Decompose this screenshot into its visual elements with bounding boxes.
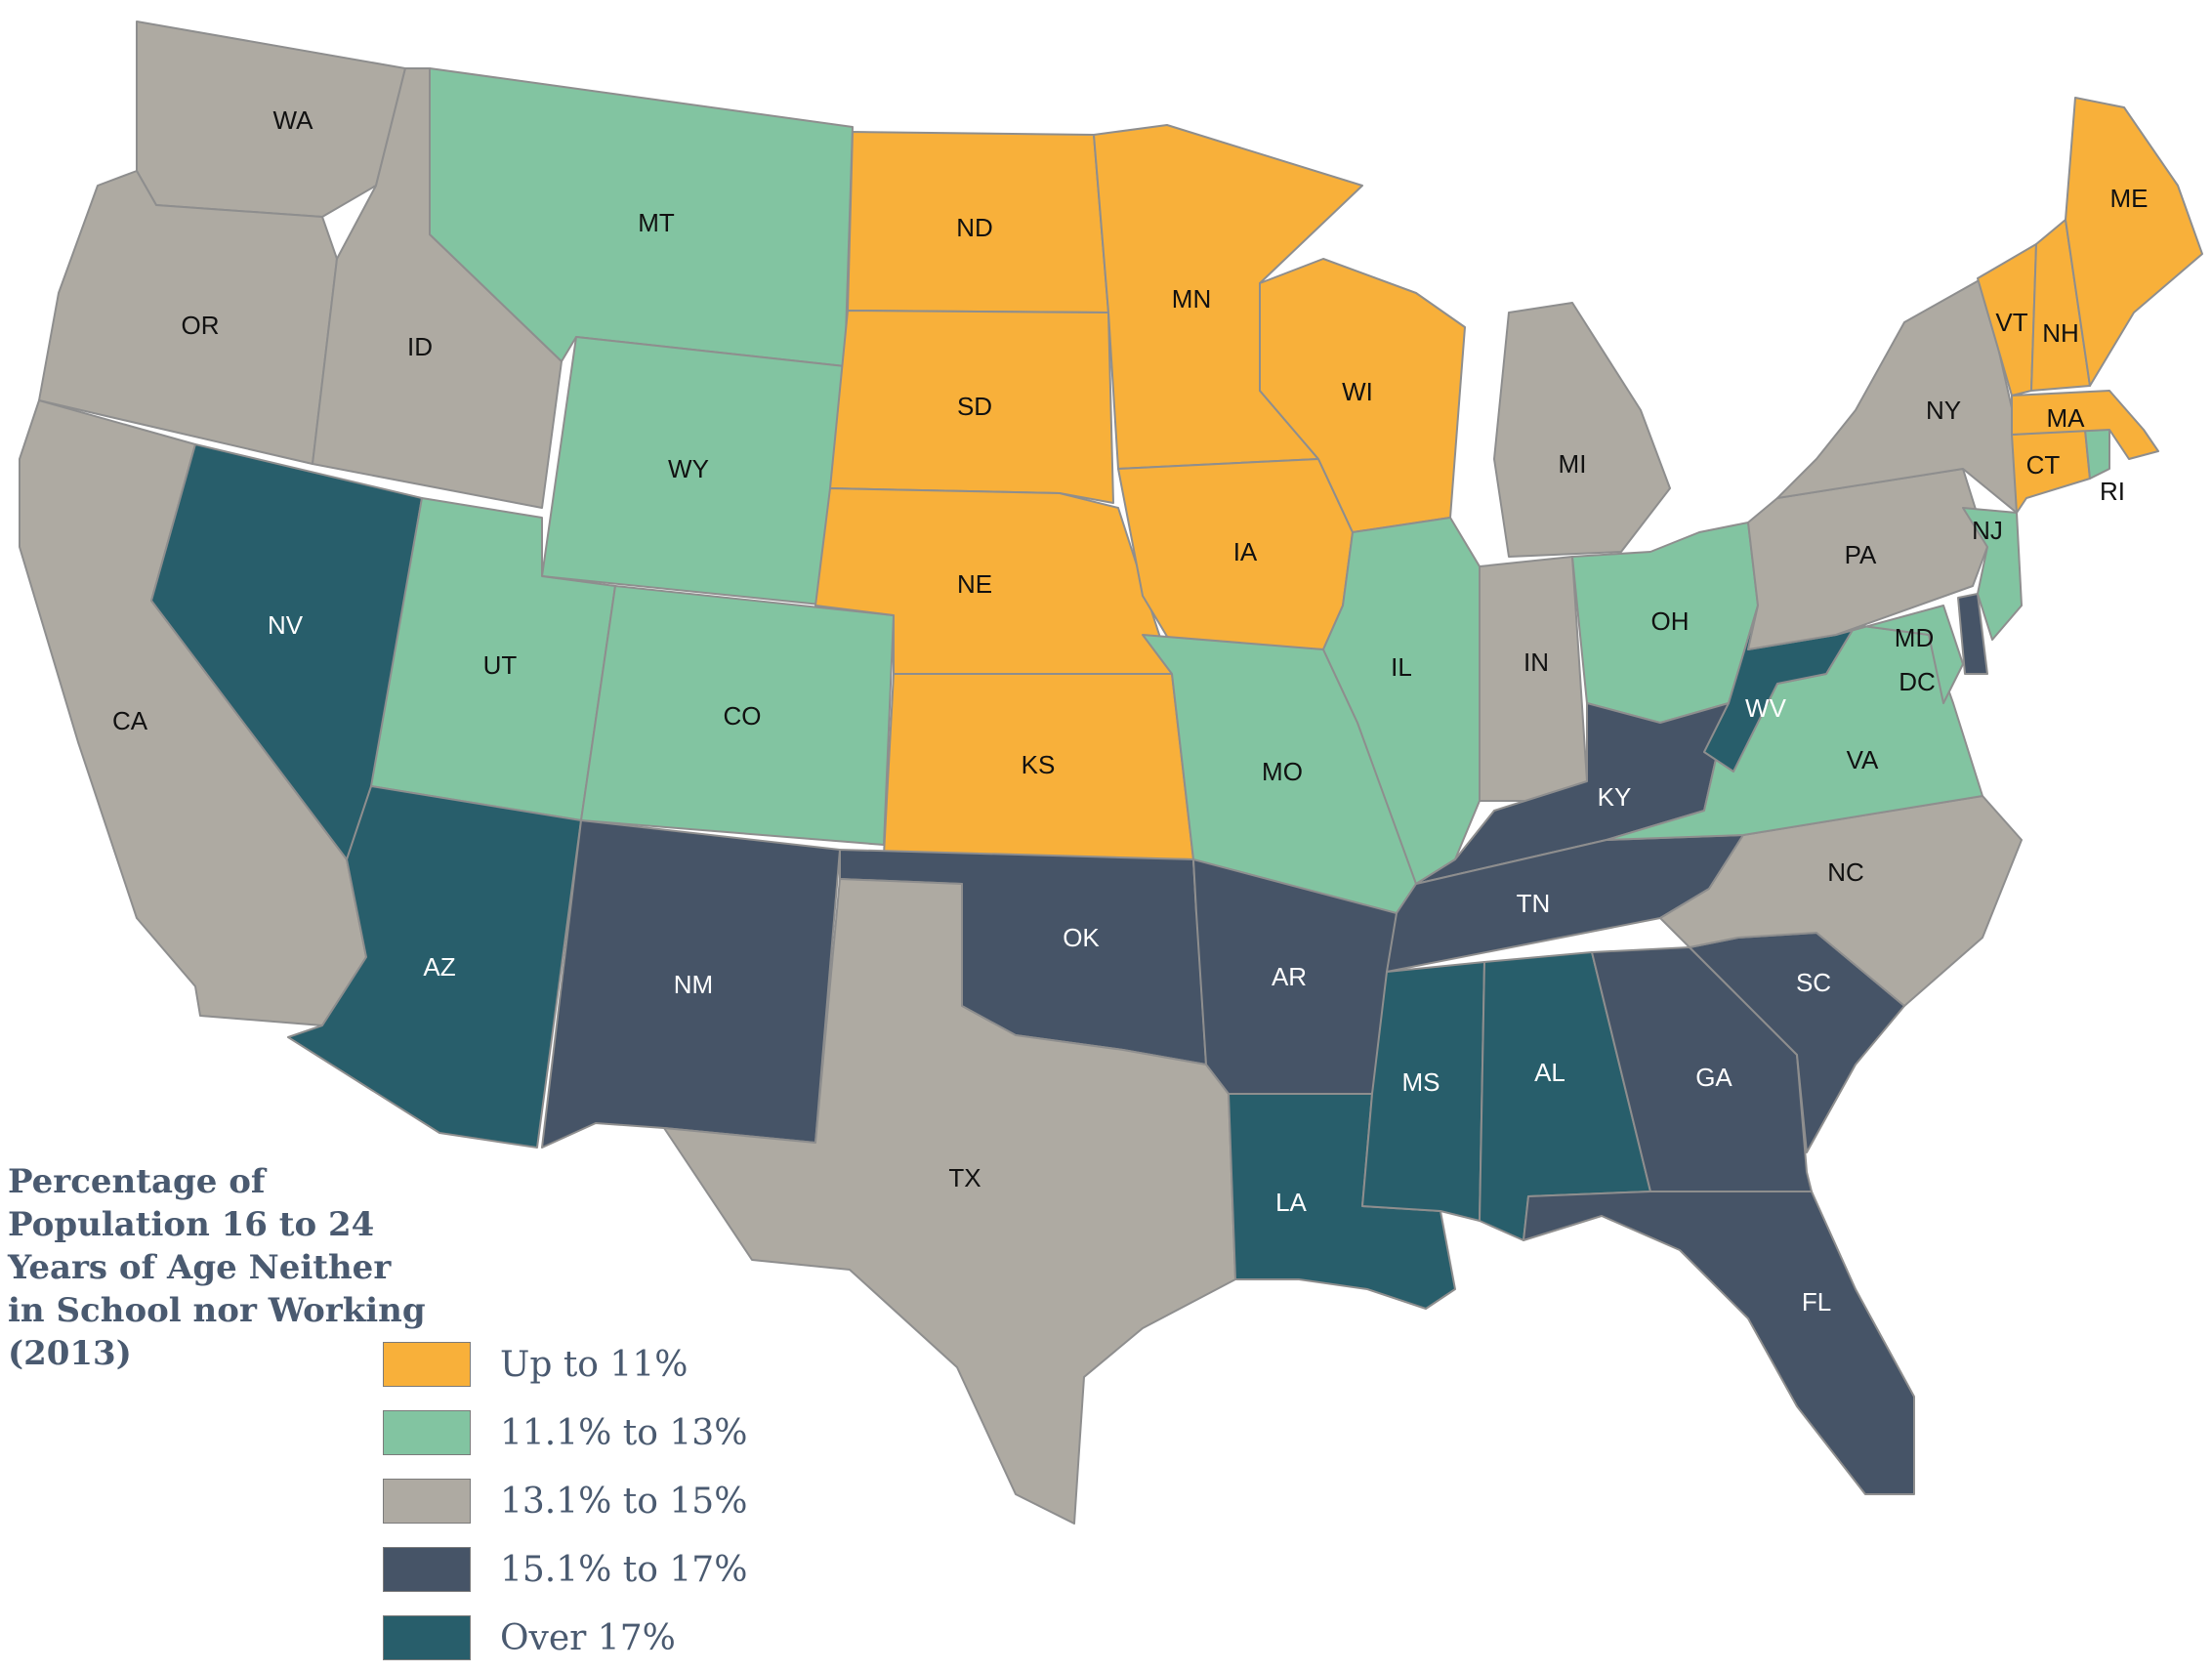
label-ks: KS <box>1022 750 1056 779</box>
label-wy: WY <box>668 454 709 483</box>
state-labels: WA OR CA NV ID MT WY UT CO AZ NM ND SD N… <box>112 105 2149 1317</box>
state-wa <box>136 21 406 218</box>
state-tx <box>663 878 1236 1525</box>
label-ny: NY <box>1926 396 1961 425</box>
label-nd: ND <box>956 213 993 242</box>
state-me <box>2065 97 2203 387</box>
legend-swatch <box>383 1547 471 1592</box>
label-tx: TX <box>948 1163 981 1192</box>
label-ms: MS <box>1402 1067 1440 1097</box>
state-fl <box>1523 1191 1915 1495</box>
label-fl: FL <box>1802 1287 1831 1317</box>
label-mt: MT <box>638 208 675 237</box>
label-nm: NM <box>674 970 713 999</box>
legend: Up to 11% 11.1% to 13% 13.1% to 15% 15.1… <box>383 1330 747 1672</box>
legend-swatch <box>383 1410 471 1455</box>
label-al: AL <box>1534 1058 1565 1087</box>
legend-label: Up to 11% <box>500 1344 689 1385</box>
legend-item: 15.1% to 17% <box>383 1535 747 1604</box>
state-mi <box>1493 302 1671 558</box>
label-md: MD <box>1895 623 1934 652</box>
label-nv: NV <box>268 610 304 640</box>
label-co: CO <box>724 701 762 731</box>
label-az: AZ <box>423 952 455 982</box>
label-wv: WV <box>1745 693 1787 723</box>
label-ri: RI <box>2100 477 2125 506</box>
label-ky: KY <box>1598 782 1632 812</box>
legend-item: Over 17% <box>383 1604 747 1672</box>
label-wi: WI <box>1342 377 1373 406</box>
state-sd <box>829 310 1114 504</box>
legend-label: 15.1% to 17% <box>500 1549 748 1590</box>
label-sc: SC <box>1796 968 1831 997</box>
state-ma <box>2011 390 2159 460</box>
legend-item: 11.1% to 13% <box>383 1399 747 1467</box>
label-il: IL <box>1391 652 1412 682</box>
label-de: DE <box>2009 650 2044 680</box>
label-mo: MO <box>1262 757 1303 786</box>
label-in: IN <box>1523 648 1549 677</box>
state-in <box>1479 556 1588 802</box>
label-vt: VT <box>1995 308 2027 337</box>
label-nc: NC <box>1827 857 1864 887</box>
label-wa: WA <box>273 105 314 135</box>
label-sd: SD <box>957 392 992 421</box>
label-ga: GA <box>1695 1063 1732 1092</box>
label-nj: NJ <box>1972 516 2003 545</box>
label-ut: UT <box>483 650 518 680</box>
state-az <box>287 785 582 1149</box>
state-de <box>1957 593 1988 675</box>
legend-swatch <box>383 1479 471 1524</box>
label-mn: MN <box>1172 284 1211 314</box>
state-nc <box>1659 795 2023 1007</box>
label-dc: DC <box>1899 667 1936 696</box>
label-ok: OK <box>1063 923 1100 952</box>
label-ma: MA <box>2047 403 2086 433</box>
label-ne: NE <box>957 569 992 599</box>
label-ct: CT <box>2026 450 2061 480</box>
label-or: OR <box>182 311 220 340</box>
legend-label: Over 17% <box>500 1617 676 1658</box>
label-tn: TN <box>1517 889 1551 918</box>
label-pa: PA <box>1845 540 1877 569</box>
label-nh: NH <box>2042 318 2079 348</box>
legend-swatch <box>383 1615 471 1660</box>
map-title: Percentage of Population 16 to 24 Years … <box>8 1162 426 1373</box>
legend-label: 11.1% to 13% <box>500 1412 748 1453</box>
legend-item: Up to 11% <box>383 1330 747 1399</box>
label-me: ME <box>2110 184 2149 213</box>
legend-label: 13.1% to 15% <box>500 1481 748 1522</box>
legend-swatch <box>383 1342 471 1387</box>
label-oh: OH <box>1651 606 1690 636</box>
label-va: VA <box>1847 745 1879 774</box>
label-id: ID <box>407 332 433 361</box>
label-la: LA <box>1275 1188 1307 1217</box>
state-ny <box>1776 277 2018 514</box>
label-mi: MI <box>1559 449 1587 479</box>
state-ri <box>2084 429 2110 480</box>
label-ca: CA <box>112 706 148 735</box>
label-ia: IA <box>1233 537 1258 566</box>
legend-item: 13.1% to 15% <box>383 1467 747 1535</box>
state-shapes <box>19 21 2203 1525</box>
label-ar: AR <box>1272 962 1307 991</box>
